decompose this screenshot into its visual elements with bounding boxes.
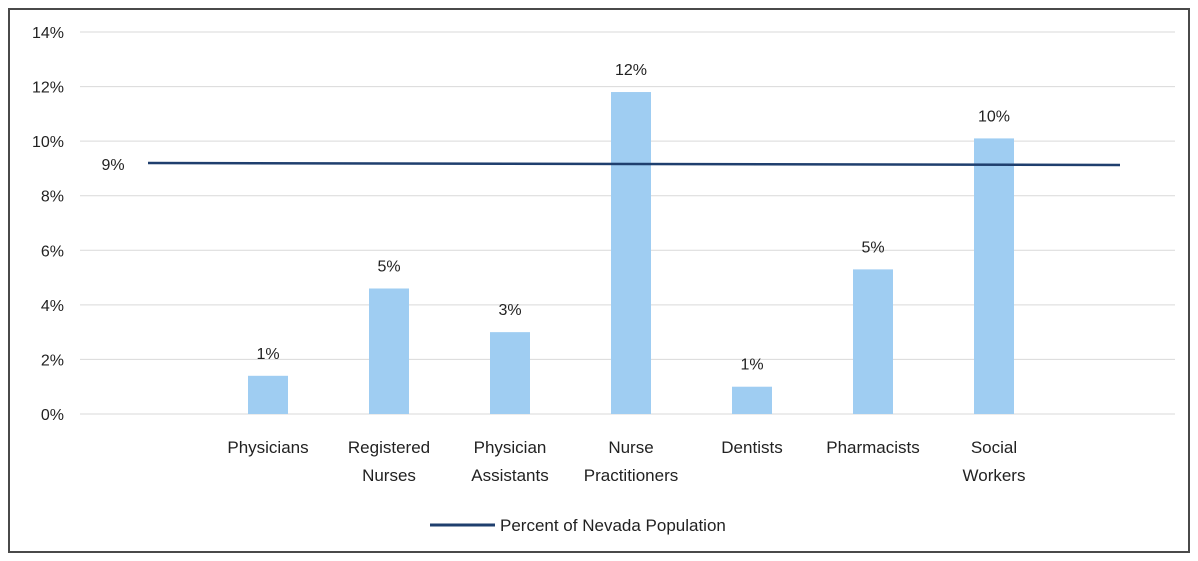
category-label: Nurse Practitioners [584,438,678,485]
y-tick-label: 14% [32,25,64,42]
category-labels: Physicians Registered Nurses Physician Assis… [227,438,1025,485]
data-label: 1% [740,357,763,374]
legend-label: Percent of Nevada Population [500,516,726,535]
y-tick-label: 2% [41,352,64,369]
bars [248,92,1014,415]
y-tick-label: 12% [32,80,64,97]
chart-frame: 0% 2% 4% 6% 8% 10% 12% 14% 1% 5% 3% 12% 1% 5% 10% Phy… [8,8,1190,553]
reference-line-group: 9% [101,157,1121,174]
category-label: Pharmacists [826,438,920,457]
category-label: Physicians [227,438,308,457]
bar [490,332,530,414]
data-label: 3% [498,302,521,319]
bar [974,138,1014,414]
data-label: 1% [256,346,279,363]
category-label: Dentists [721,438,782,457]
reference-line [147,161,1121,167]
y-tick-label: 8% [41,189,64,206]
data-label: 5% [861,239,884,256]
bar [248,375,288,414]
bar [853,269,893,414]
y-tick-label: 0% [41,407,64,424]
category-label: Physician Assistants [471,438,548,485]
y-tick-label: 4% [41,298,64,315]
data-labels: 1% 5% 3% 12% 1% 5% 10% [256,62,1010,374]
y-tick-label: 10% [32,134,64,151]
y-tick-label: 6% [41,243,64,260]
legend: Percent of Nevada Population [430,516,726,535]
category-label: Social Workers [963,438,1026,485]
data-label: 5% [377,258,400,275]
reference-line-label: 9% [101,157,124,174]
data-label: 12% [615,62,647,79]
y-axis-tick-labels: 0% 2% 4% 6% 8% 10% 12% 14% [32,25,64,424]
bar-chart: 0% 2% 4% 6% 8% 10% 12% 14% 1% 5% 3% 12% 1% 5% 10% Phy… [32,25,1175,535]
bar [732,386,772,414]
bar [611,92,651,415]
data-label: 10% [978,108,1010,125]
bar [369,288,409,414]
category-label: Registered Nurses [348,438,430,485]
